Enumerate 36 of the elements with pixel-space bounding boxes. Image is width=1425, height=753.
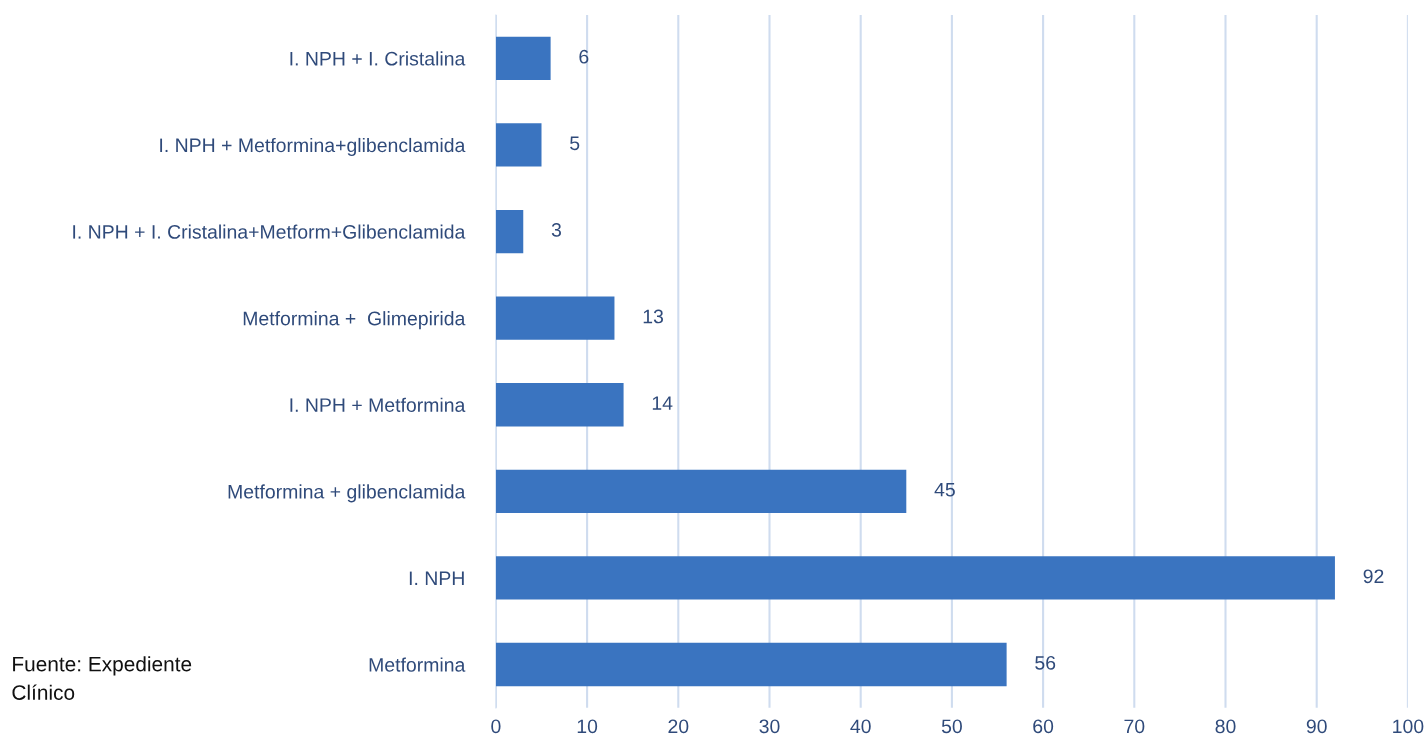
x-tick-label: 50 — [941, 719, 962, 734]
x-tick-label: 60 — [1033, 719, 1054, 734]
y-tick-label: Metformina + glibenclamida — [228, 484, 466, 503]
x-tick-label: 30 — [759, 719, 780, 734]
data-label: 3 — [551, 223, 561, 237]
bar — [495, 642, 1007, 687]
x-tick-label: 100 — [1393, 719, 1424, 734]
bar — [495, 296, 615, 340]
data-label: 13 — [643, 309, 664, 324]
y-tick-label: I. NPH + I. Cristalina — [290, 51, 466, 66]
data-label: 5 — [570, 136, 580, 151]
x-tick-label: 0 — [491, 719, 501, 734]
y-tick-label: Metformina — [369, 657, 466, 672]
x-tick-label: 90 — [1306, 719, 1327, 734]
x-tick-label: 20 — [668, 719, 689, 734]
bar — [495, 469, 907, 513]
data-label: 92 — [1363, 569, 1384, 584]
data-label: 14 — [652, 396, 673, 410]
y-tick-label: I. NPH — [409, 571, 464, 585]
x-tick-label: 80 — [1215, 719, 1236, 734]
x-tick-label: 70 — [1124, 719, 1145, 734]
y-tick-label: I. NPH + I. Cristalina+Metform+Glibenclamida — [73, 224, 466, 239]
data-label: 45 — [934, 482, 955, 497]
x-tick-label: 40 — [850, 719, 871, 734]
bar — [495, 123, 542, 167]
bar — [495, 556, 1335, 600]
y-tick-label: I. NPH + Metformina+glibenclamida — [160, 137, 466, 157]
x-tick-label: 10 — [577, 719, 598, 734]
bar — [495, 36, 551, 81]
y-tick-label: I. NPH + Metformina — [290, 397, 466, 412]
bar — [495, 209, 524, 254]
data-label: 56 — [1035, 655, 1056, 670]
y-tick-label: Metformina + Glimepirida — [243, 311, 466, 330]
source-note: Fuente: Expediente Clínico — [12, 656, 192, 700]
bar — [495, 383, 624, 427]
data-label: 6 — [579, 49, 589, 64]
